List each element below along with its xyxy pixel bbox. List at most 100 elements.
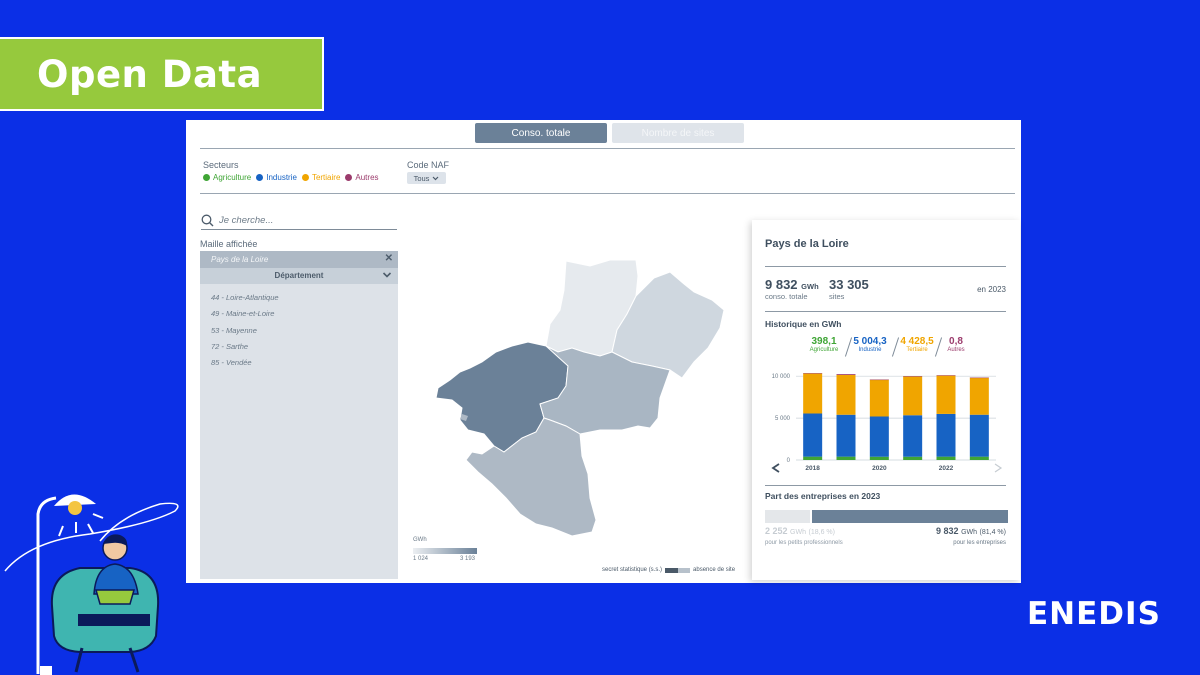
- divider: [765, 485, 1006, 486]
- agriculture-dot-icon: [203, 174, 210, 181]
- banner-title: Open Data: [37, 53, 263, 96]
- secteurs-legend: Agriculture Industrie Tertiaire Autres: [203, 173, 379, 182]
- secteur-autres[interactable]: Autres: [345, 173, 379, 182]
- tab-conso-totale[interactable]: Conso. totale: [475, 123, 607, 143]
- part-small-unit: GWh: [790, 529, 806, 536]
- absence-label: absence de site: [693, 567, 736, 573]
- bar-segment: [969, 377, 989, 379]
- bar-segment: [836, 414, 856, 457]
- list-item[interactable]: 72 - Sarthe: [211, 341, 249, 351]
- map-region-maine-et-loire[interactable]: [539, 345, 671, 435]
- region-map: [435, 259, 725, 537]
- bar-segment: [903, 456, 923, 460]
- search-field[interactable]: Je cherche...: [201, 214, 397, 230]
- bar-segment: [836, 374, 856, 375]
- breakdown-agriculture: 398,1 Agriculture: [804, 336, 844, 353]
- breakdown-value: 398,1: [811, 336, 837, 347]
- department-dropdown[interactable]: Département: [200, 268, 398, 284]
- list-item[interactable]: 53 - Mayenne: [211, 325, 257, 335]
- chevron-right-icon[interactable]: [994, 463, 1003, 473]
- secteur-label: Agriculture: [213, 173, 252, 182]
- bar-segment: [969, 414, 989, 457]
- year-label: en 2023: [977, 285, 1006, 294]
- part-small-pct: (18,6 %): [808, 529, 835, 536]
- x-tick-label: 2022: [939, 465, 954, 472]
- department-label: Département: [274, 271, 324, 280]
- historique-chart: 0 5 000 10 000 2018 2020 2022: [771, 373, 1003, 473]
- divider: [200, 193, 1015, 194]
- breakdown-label: Tertiaire: [906, 347, 928, 353]
- part-big-number: 9 832: [936, 526, 959, 536]
- list-item[interactable]: 44 - Loire-Atlantique: [211, 293, 279, 302]
- sites-value: 33 305: [829, 277, 869, 292]
- bar-segment: [803, 373, 823, 374]
- bar-segment: [803, 456, 823, 460]
- bar-segment: [836, 456, 856, 460]
- bar-segment: [903, 376, 923, 416]
- scale-gradient: [413, 548, 477, 554]
- breakdown-value: 4 428,5: [900, 336, 934, 347]
- industrie-dot-icon: [256, 174, 264, 181]
- historique-title: Historique en GWh: [765, 319, 842, 329]
- chevron-down-icon: [432, 176, 439, 180]
- enedis-logo: ENEDIS: [1027, 596, 1161, 632]
- part-small-label: pour les petits professionnels: [765, 540, 843, 546]
- divider: [200, 148, 1015, 149]
- sites-label: sites: [829, 292, 845, 301]
- department-list: 44 - Loire-Atlantique 49 - Maine-et-Loir…: [200, 284, 398, 374]
- y-tick-label: 5 000: [775, 416, 791, 422]
- selected-region: Pays de la Loire ✕: [200, 251, 398, 268]
- list-item[interactable]: 49 - Maine-et-Loire: [211, 309, 275, 319]
- secteur-label: Autres: [355, 173, 379, 182]
- chevron-left-icon[interactable]: [771, 463, 780, 473]
- bar-segment: [869, 416, 889, 457]
- conso-unit: GWh: [801, 282, 819, 291]
- secret-swatch: [665, 567, 679, 573]
- breakdown-tertiaire: 4 428,5 Tertiaire: [896, 336, 938, 353]
- autres-dot-icon: [345, 174, 353, 181]
- secteur-agriculture[interactable]: Agriculture: [203, 173, 251, 182]
- secteur-tertiaire[interactable]: Tertiaire: [301, 173, 340, 182]
- bar-segment: [936, 413, 956, 457]
- part-big-unit: GWh: [961, 529, 978, 536]
- bar-segment: [903, 415, 923, 457]
- open-data-banner: Open Data: [0, 37, 324, 111]
- scale-unit: GWh: [413, 537, 427, 543]
- x-tick-label: 2020: [872, 465, 887, 472]
- breakdown-value: 0,8: [949, 336, 963, 347]
- scale-max: 3 193: [460, 556, 476, 562]
- absence-swatch: [678, 567, 691, 573]
- breakdown-autres: 0,8 Autres: [940, 336, 972, 353]
- secteur-industrie[interactable]: Industrie: [256, 173, 297, 182]
- bar-segment: [936, 375, 956, 414]
- secteur-label: Industrie: [266, 173, 297, 182]
- bar-segment: [903, 376, 923, 377]
- list-item[interactable]: 85 - Vendée: [211, 358, 252, 368]
- secret-label: secret statistique (s.s.): [602, 567, 663, 573]
- map-legend-secret: secret statistique (s.s.) absence de sit…: [602, 567, 735, 573]
- breakdown-value: 5 004,3: [853, 336, 887, 347]
- part-big-label: pour les entreprises: [953, 540, 1006, 546]
- search-input[interactable]: Je cherche...: [219, 215, 274, 226]
- breakdown-label: Autres: [947, 347, 965, 353]
- bar-segment: [869, 379, 889, 381]
- secteurs-label: Secteurs: [203, 160, 239, 170]
- close-icon[interactable]: ✕: [384, 253, 393, 264]
- bar-segment: [969, 456, 989, 460]
- y-tick-label: 10 000: [772, 374, 791, 380]
- tab-nombre-de-sites[interactable]: Nombre de sites: [612, 123, 744, 143]
- bar-segment: [836, 374, 856, 415]
- bar-segment: [936, 375, 956, 376]
- scale-min: 1 024: [413, 556, 429, 562]
- code-naf-select[interactable]: Tous: [407, 172, 446, 184]
- bar-segment: [869, 379, 889, 417]
- conso-value: 9 832: [765, 277, 798, 292]
- bar-segment: [936, 456, 956, 460]
- chevron-down-icon: [382, 272, 392, 278]
- search-icon: [201, 214, 214, 227]
- part-small-number: 2 252: [765, 526, 788, 536]
- y-tick-label: 0: [787, 458, 791, 464]
- map-region-vendee[interactable]: [465, 417, 597, 537]
- tertiaire-dot-icon: [301, 174, 309, 181]
- conso-label: conso. totale: [765, 292, 808, 301]
